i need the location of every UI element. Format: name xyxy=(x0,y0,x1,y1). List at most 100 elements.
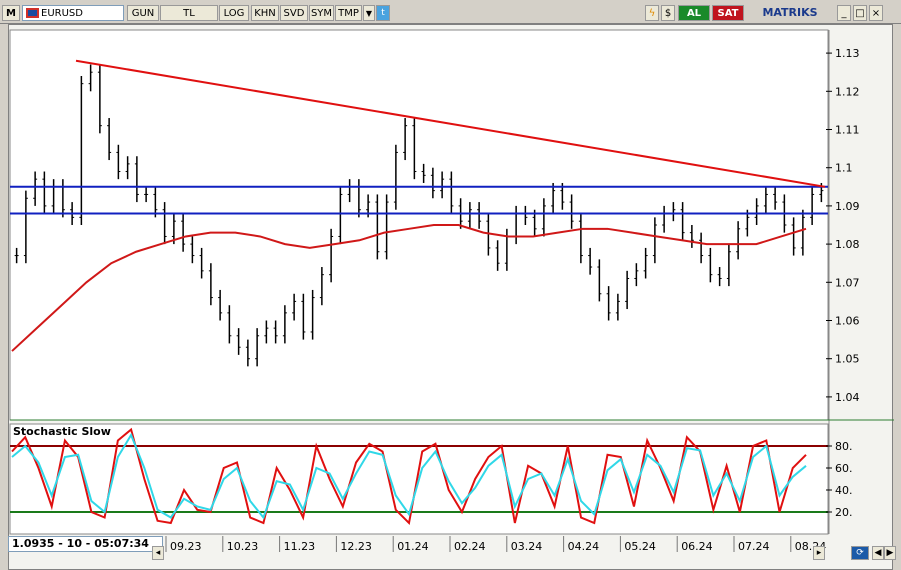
price-bar xyxy=(23,190,28,264)
price-bar xyxy=(791,217,796,256)
price-bar xyxy=(282,305,287,344)
price-bar xyxy=(625,270,630,310)
price-bar xyxy=(412,118,417,180)
dropdown-arrow-icon[interactable]: ▼ xyxy=(363,5,375,21)
maximize-icon[interactable]: □ xyxy=(853,5,867,21)
currency-button[interactable]: TL xyxy=(160,5,218,21)
price-bar xyxy=(606,286,611,321)
price-bar xyxy=(338,186,343,245)
price-bar xyxy=(33,171,38,206)
price-bar xyxy=(227,305,232,344)
twitter-icon[interactable]: t xyxy=(376,5,390,21)
price-tick-label: 1.1 xyxy=(835,162,853,175)
price-bar xyxy=(551,182,556,214)
price-bar xyxy=(467,202,472,229)
time-tick-label: 11.23 xyxy=(284,540,316,553)
cursor-readout: 1.0935 - 10 - 05:07:34 xyxy=(8,536,163,552)
price-tick-label: 1.05 xyxy=(835,353,860,366)
price-bar xyxy=(643,247,648,279)
price-bar xyxy=(236,328,241,355)
price-bar xyxy=(218,289,223,321)
price-bar xyxy=(449,171,454,214)
price-bar xyxy=(125,156,130,180)
stochastic-d-line xyxy=(11,432,807,520)
price-bar xyxy=(292,293,297,321)
symbol-field[interactable]: EURUSD xyxy=(22,5,124,21)
price-bar xyxy=(754,198,759,225)
stochastic-k-line xyxy=(11,427,807,526)
svd-button[interactable]: SVD xyxy=(280,5,308,21)
price-bar xyxy=(634,263,639,287)
price-bar xyxy=(495,240,500,271)
osc-tick-label: 60. xyxy=(835,462,853,475)
price-bar xyxy=(190,236,195,264)
price-bar xyxy=(763,186,768,214)
time-tick-label: 04.24 xyxy=(568,540,600,553)
price-panel xyxy=(9,29,829,421)
log-button[interactable]: LOG xyxy=(219,5,249,21)
price-bar xyxy=(116,144,121,180)
time-tick-label: 02.24 xyxy=(454,540,486,553)
price-bar xyxy=(107,118,112,161)
brand-logo: MATRIKS xyxy=(762,6,818,19)
buy-button[interactable]: AL xyxy=(678,5,710,21)
price-bar xyxy=(375,194,380,260)
price-bar xyxy=(42,171,47,214)
minimize-icon[interactable]: _ xyxy=(837,5,851,21)
price-bar xyxy=(652,217,657,264)
refresh-icon[interactable]: ⟳ xyxy=(851,546,869,560)
price-bar xyxy=(319,267,324,306)
price-bar xyxy=(199,247,204,279)
time-tick-label: 06.24 xyxy=(681,540,713,553)
price-bar xyxy=(181,213,186,252)
period-button[interactable]: GUN xyxy=(127,5,159,21)
price-bar xyxy=(134,156,139,203)
scroll-left-icon[interactable]: ◂ xyxy=(152,546,164,560)
price-tick-label: 1.04 xyxy=(835,391,860,404)
price-bar xyxy=(245,339,250,367)
pan-left-icon[interactable]: ◀ xyxy=(872,546,884,560)
price-bar xyxy=(615,293,620,321)
trendline[interactable] xyxy=(75,59,826,188)
app-icon[interactable]: M xyxy=(2,5,20,21)
price-bar xyxy=(144,186,149,203)
price-tick-label: 1.09 xyxy=(835,200,860,213)
sym-button[interactable]: SYM xyxy=(309,5,334,21)
scroll-right-icon[interactable]: ▸ xyxy=(813,546,825,560)
price-bar xyxy=(708,247,713,283)
toolbar: M EURUSD GUN TL LOG KHN SVD SYM TMP ▼ t … xyxy=(0,0,901,24)
lightning-icon[interactable]: ϟ xyxy=(645,5,659,21)
price-bar xyxy=(430,167,435,199)
time-tick-label: 07.24 xyxy=(738,540,770,553)
price-bar xyxy=(14,247,19,264)
indicator-title: Stochastic Slow xyxy=(13,425,111,438)
price-bar xyxy=(486,213,491,256)
price-bar xyxy=(208,263,213,306)
price-bar xyxy=(403,118,408,161)
pan-right-icon[interactable]: ▶ xyxy=(884,546,896,560)
close-icon[interactable]: × xyxy=(869,5,883,21)
price-tick-label: 1.11 xyxy=(835,124,860,137)
price-tick-label: 1.08 xyxy=(835,238,860,251)
khn-button[interactable]: KHN xyxy=(251,5,279,21)
price-bar xyxy=(88,64,93,92)
price-bar xyxy=(162,202,167,245)
price-tick-label: 1.12 xyxy=(835,85,860,98)
time-tick-label: 12.23 xyxy=(340,540,372,553)
moving-average-line xyxy=(11,224,807,352)
time-tick-label: 01.24 xyxy=(397,540,429,553)
price-bar xyxy=(717,267,722,287)
currency-icon[interactable]: $ xyxy=(661,5,675,21)
tmp-button[interactable]: TMP xyxy=(335,5,362,21)
price-tick-label: 1.07 xyxy=(835,276,860,289)
price-bar xyxy=(384,194,389,260)
price-bar xyxy=(421,163,426,183)
price-tick-label: 1.06 xyxy=(835,315,860,328)
sell-button[interactable]: SAT xyxy=(712,5,744,21)
price-bar xyxy=(329,228,334,283)
price-bar xyxy=(810,186,815,225)
eurusd-flag-icon xyxy=(26,8,39,18)
price-bar xyxy=(171,213,176,245)
price-bar xyxy=(800,209,805,256)
